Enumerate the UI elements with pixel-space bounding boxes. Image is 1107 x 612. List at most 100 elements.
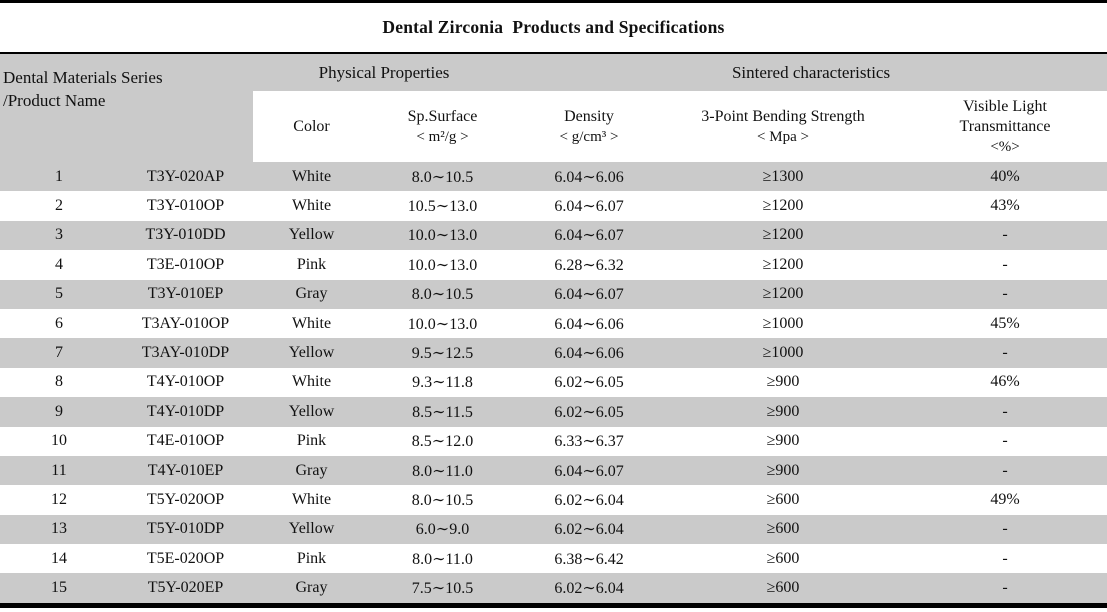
cell-product-name: T3Y-010EP xyxy=(118,279,253,309)
cell-transmittance: - xyxy=(903,220,1107,251)
col-header-sp-surface-unit: < m²/g > xyxy=(416,128,469,145)
cell-sp-surface: 10.0∼13.0 xyxy=(370,220,516,251)
col-header-bending-strength: 3-Point Bending Strength < Mpa > xyxy=(663,91,904,162)
top-border-rule xyxy=(0,0,1107,3)
table-row: 1 T3Y-020AP White 8.0∼10.5 6.04∼6.06 ≥13… xyxy=(0,162,1107,192)
cell-density: 6.04∼6.07 xyxy=(515,191,664,221)
cell-row-number: 7 xyxy=(0,338,118,368)
cell-row-number: 5 xyxy=(0,279,118,309)
cell-color: Pink xyxy=(253,250,370,280)
table-row: 14 T5E-020OP Pink 8.0∼11.0 6.38∼6.42 ≥60… xyxy=(0,544,1107,574)
cell-density: 6.02∼6.04 xyxy=(515,573,664,603)
cell-product-name: T5Y-020EP xyxy=(118,573,253,603)
cell-color: White xyxy=(253,367,370,398)
cell-row-number: 10 xyxy=(0,426,118,456)
cell-row-number: 13 xyxy=(0,514,118,545)
cell-transmittance: - xyxy=(903,279,1107,309)
cell-product-name: T4Y-010EP xyxy=(118,455,253,486)
table-row: 3 T3Y-010DD Yellow 10.0∼13.0 6.04∼6.07 ≥… xyxy=(0,220,1107,251)
cell-product-name: T4E-010OP xyxy=(118,426,253,456)
cell-color: Yellow xyxy=(253,397,370,427)
cell-row-number: 1 xyxy=(0,162,118,192)
col-header-density-unit: < g/cm³ > xyxy=(559,128,619,145)
cell-transmittance: - xyxy=(903,338,1107,368)
cell-sp-surface: 8.0∼11.0 xyxy=(370,544,516,574)
table-row: 6 T3AY-010OP White 10.0∼13.0 6.04∼6.06 ≥… xyxy=(0,308,1107,339)
col-header-transmittance-label1: Visible Light xyxy=(963,97,1047,115)
cell-color: White xyxy=(253,162,370,192)
table-row: 15 T5Y-020EP Gray 7.5∼10.5 6.02∼6.04 ≥60… xyxy=(0,573,1107,603)
cell-color: Yellow xyxy=(253,220,370,251)
cell-row-number: 6 xyxy=(0,308,118,339)
cell-bending-strength: ≥900 xyxy=(663,397,904,427)
cell-sp-surface: 10.0∼13.0 xyxy=(370,308,516,339)
cell-density: 6.04∼6.06 xyxy=(515,338,664,368)
col-header-transmittance-unit: <%> xyxy=(990,138,1020,155)
table-row: 8 T4Y-010OP White 9.3∼11.8 6.02∼6.05 ≥90… xyxy=(0,367,1107,398)
cell-product-name: T4Y-010OP xyxy=(118,367,253,398)
cell-row-number: 12 xyxy=(0,485,118,515)
cell-transmittance: - xyxy=(903,250,1107,280)
cell-transmittance: 46% xyxy=(903,367,1107,398)
cell-product-name: T3Y-010DD xyxy=(118,220,253,251)
cell-density: 6.38∼6.42 xyxy=(515,544,664,574)
cell-sp-surface: 8.5∼12.0 xyxy=(370,426,516,456)
cell-color: Yellow xyxy=(253,338,370,368)
col-header-bending-strength-unit: < Mpa > xyxy=(757,128,809,145)
cell-density: 6.02∼6.04 xyxy=(515,485,664,515)
title-band: Dental Zirconia Products and Specificati… xyxy=(0,3,1107,54)
cell-product-name: T4Y-010DP xyxy=(118,397,253,427)
header-series-line2: /Product Name xyxy=(3,91,106,110)
table-row: 4 T3E-010OP Pink 10.0∼13.0 6.28∼6.32 ≥12… xyxy=(0,250,1107,280)
col-header-density: Density < g/cm³ > xyxy=(515,91,664,162)
cell-product-name: T3Y-020AP xyxy=(118,162,253,192)
cell-color: Pink xyxy=(253,544,370,574)
cell-row-number: 4 xyxy=(0,250,118,280)
cell-product-name: T5Y-020OP xyxy=(118,485,253,515)
cell-color: Gray xyxy=(253,455,370,486)
bottom-border-rule xyxy=(0,602,1107,608)
table-row: 7 T3AY-010DP Yellow 9.5∼12.5 6.04∼6.06 ≥… xyxy=(0,338,1107,368)
cell-row-number: 3 xyxy=(0,220,118,251)
cell-sp-surface: 8.0∼10.5 xyxy=(370,162,516,192)
cell-product-name: T3AY-010OP xyxy=(118,308,253,339)
cell-bending-strength: ≥1200 xyxy=(663,250,904,280)
table-header: Dental Materials Series /Product Name Ph… xyxy=(0,54,1107,162)
cell-transmittance: 45% xyxy=(903,308,1107,339)
cell-product-name: T3E-010OP xyxy=(118,250,253,280)
cell-density: 6.02∼6.05 xyxy=(515,397,664,427)
cell-bending-strength: ≥600 xyxy=(663,514,904,545)
cell-sp-surface: 9.3∼11.8 xyxy=(370,367,516,398)
cell-transmittance: 49% xyxy=(903,485,1107,515)
spec-table: Dental Materials Series /Product Name Ph… xyxy=(0,54,1107,603)
cell-transmittance: - xyxy=(903,573,1107,603)
cell-row-number: 14 xyxy=(0,544,118,574)
cell-density: 6.04∼6.06 xyxy=(515,308,664,339)
page-title: Dental Zirconia Products and Specificati… xyxy=(382,17,725,37)
table-body: 1 T3Y-020AP White 8.0∼10.5 6.04∼6.06 ≥13… xyxy=(0,162,1107,603)
cell-bending-strength: ≥1200 xyxy=(663,279,904,309)
cell-row-number: 15 xyxy=(0,573,118,603)
table-row: 11 T4Y-010EP Gray 8.0∼11.0 6.04∼6.07 ≥90… xyxy=(0,455,1107,486)
table-row: 12 T5Y-020OP White 8.0∼10.5 6.02∼6.04 ≥6… xyxy=(0,485,1107,515)
cell-row-number: 9 xyxy=(0,397,118,427)
cell-color: Yellow xyxy=(253,514,370,545)
table-row: 13 T5Y-010DP Yellow 6.0∼9.0 6.02∼6.04 ≥6… xyxy=(0,514,1107,545)
group-header-sintered-characteristics: Sintered characteristics xyxy=(515,54,1107,91)
table-row: 2 T3Y-010OP White 10.5∼13.0 6.04∼6.07 ≥1… xyxy=(0,191,1107,221)
cell-bending-strength: ≥900 xyxy=(663,367,904,398)
cell-bending-strength: ≥600 xyxy=(663,573,904,603)
table-row: 9 T4Y-010DP Yellow 8.5∼11.5 6.02∼6.05 ≥9… xyxy=(0,397,1107,427)
cell-density: 6.28∼6.32 xyxy=(515,250,664,280)
col-header-density-label: Density xyxy=(564,107,614,125)
cell-sp-surface: 8.0∼10.5 xyxy=(370,279,516,309)
cell-sp-surface: 10.0∼13.0 xyxy=(370,250,516,280)
cell-product-name: T5Y-010DP xyxy=(118,514,253,545)
cell-density: 6.04∼6.07 xyxy=(515,455,664,486)
cell-bending-strength: ≥1200 xyxy=(663,220,904,251)
cell-density: 6.02∼6.04 xyxy=(515,514,664,545)
cell-bending-strength: ≥1300 xyxy=(663,162,904,192)
header-series-product: Dental Materials Series /Product Name xyxy=(0,54,253,162)
cell-product-name: T3Y-010OP xyxy=(118,191,253,221)
